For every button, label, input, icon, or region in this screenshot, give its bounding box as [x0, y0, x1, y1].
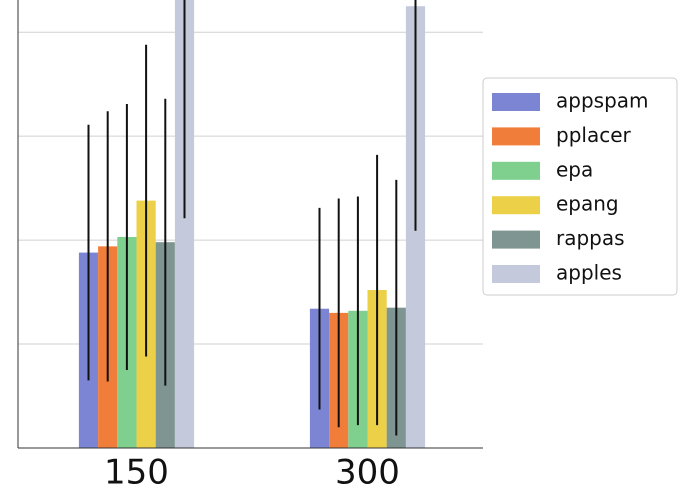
legend-swatch	[492, 230, 540, 249]
x-tick-label: 150	[104, 453, 169, 493]
legend: appspam pplacer epa epang rappas apples	[492, 89, 649, 285]
legend-swatch	[492, 161, 540, 180]
legend-label: epa	[556, 157, 593, 181]
bar	[174, 0, 195, 448]
legend-label: appspam	[556, 89, 649, 113]
legend-swatch	[492, 93, 540, 111]
legend-swatch	[492, 265, 540, 283]
legend-swatch	[492, 127, 540, 146]
legend-label: apples	[556, 261, 622, 285]
plot-area	[18, 0, 483, 448]
legend-label: epang	[556, 192, 619, 216]
legend-swatch	[492, 196, 540, 215]
legend-label: pplacer	[556, 123, 632, 147]
legend-label: rappas	[556, 226, 625, 250]
x-tick-label: 300	[335, 453, 400, 493]
